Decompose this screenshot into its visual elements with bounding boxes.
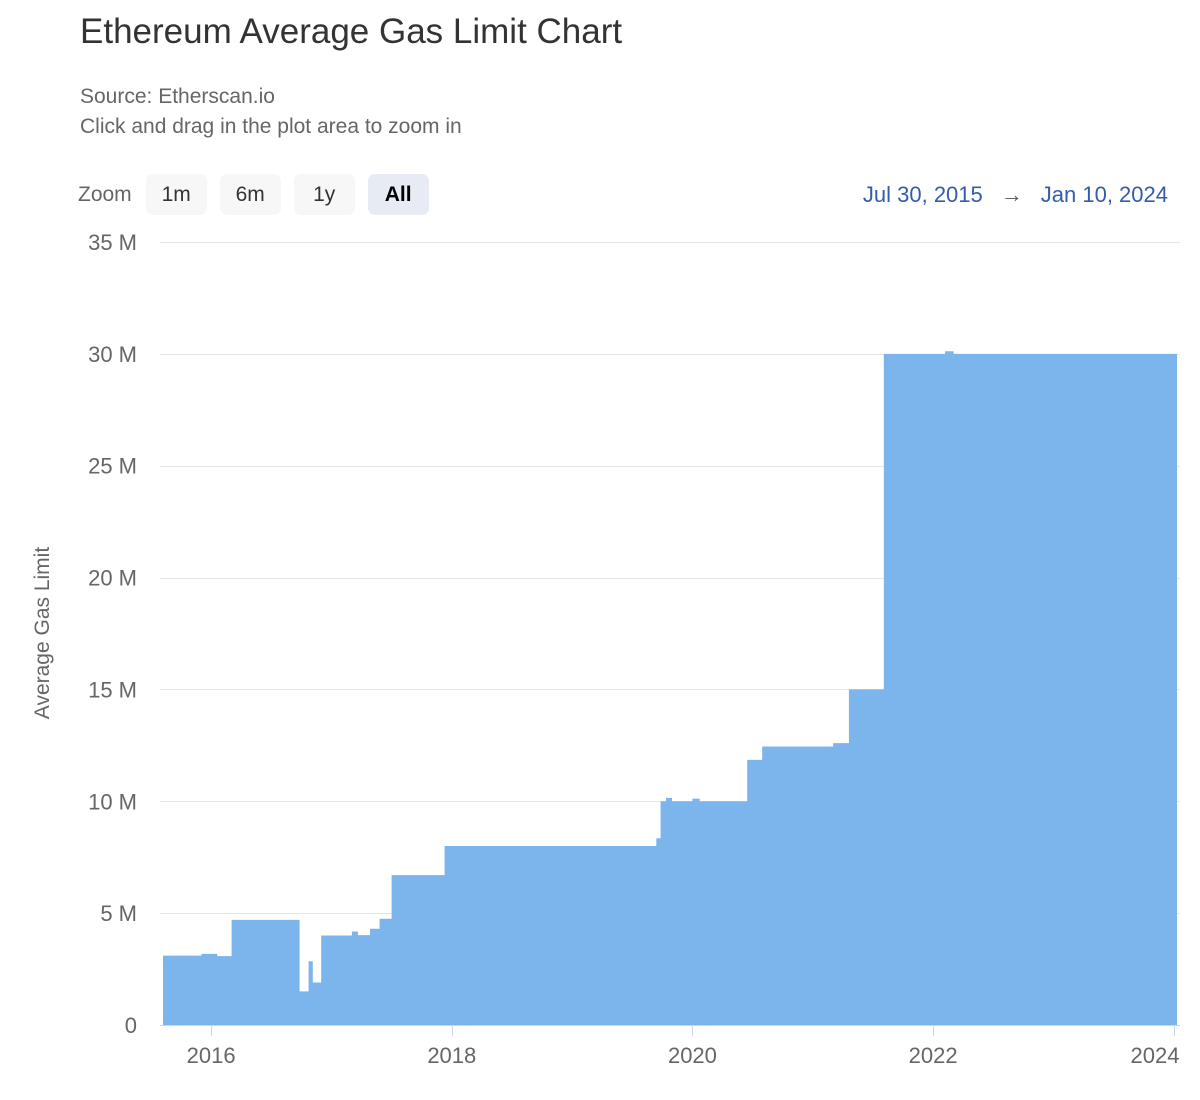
gas-limit-area-series (163, 351, 1177, 1025)
date-range-display: Jul 30, 2015 → Jan 10, 2024 (863, 174, 1168, 215)
x-axis-label: 2018 (427, 1043, 476, 1068)
x-axis-label: 2024 (1131, 1043, 1180, 1068)
y-axis-label: 25 M (88, 454, 137, 479)
y-axis-label: 30 M (88, 342, 137, 367)
zoom-hint-line: Click and drag in the plot area to zoom … (80, 115, 462, 138)
y-axis-label: 20 M (88, 566, 137, 591)
range-selector: Zoom 1m 6m 1y All (78, 174, 442, 215)
range-from-date[interactable]: Jul 30, 2015 (862, 181, 983, 207)
range-arrow-icon: → (1000, 181, 1023, 207)
range-to-date[interactable]: Jan 10, 2024 (1040, 181, 1168, 207)
y-axis-label: 0 (125, 1013, 137, 1038)
zoom-button-all[interactable]: All (367, 174, 429, 215)
y-axis-label: 15 M (88, 677, 137, 702)
x-axis-label: 2016 (187, 1043, 236, 1068)
zoom-buttons-group: 1m 6m 1y All (145, 174, 442, 215)
zoom-button-1y[interactable]: 1y (293, 174, 355, 215)
zoom-label: Zoom (78, 182, 132, 206)
y-axis-label: 35 M (88, 230, 137, 255)
source-line: Source: Etherscan.io (80, 85, 275, 108)
y-axis-label: 10 M (88, 789, 137, 814)
chart-title: Ethereum Average Gas Limit Chart (80, 12, 623, 51)
x-axis-label: 2020 (668, 1043, 717, 1068)
x-axis-label: 2022 (909, 1043, 958, 1068)
y-axis-label: 5 M (100, 901, 137, 926)
zoom-button-6m[interactable]: 6m (219, 174, 281, 215)
chart-subtitle: Source: Etherscan.io Click and drag in t… (80, 82, 462, 142)
zoom-button-1m[interactable]: 1m (145, 174, 207, 215)
